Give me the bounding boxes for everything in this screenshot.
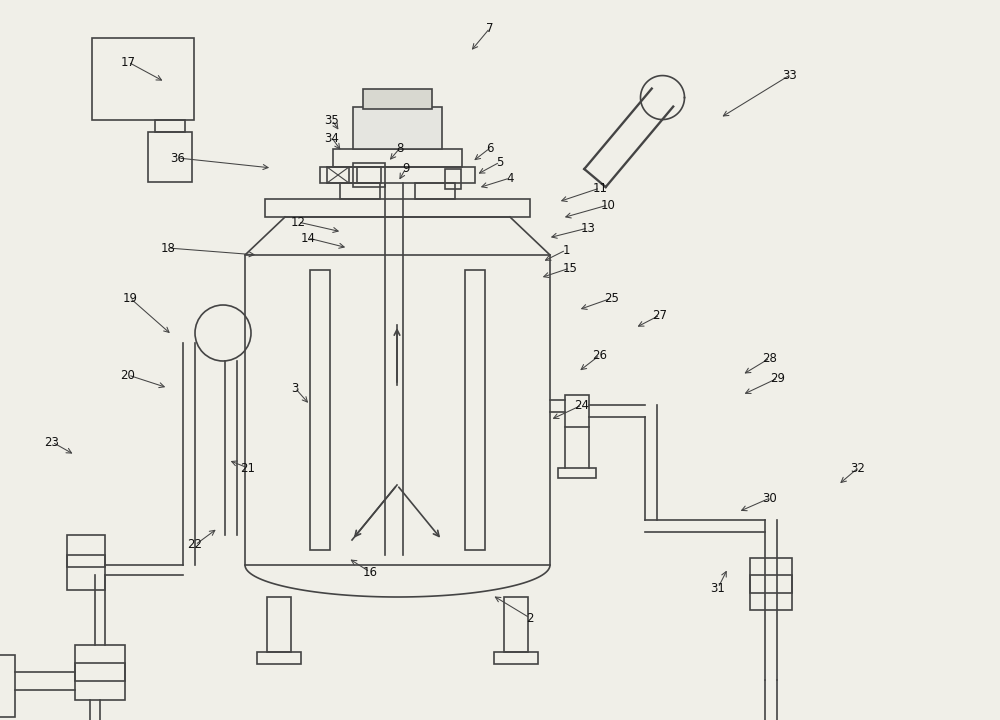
Text: 10: 10 xyxy=(601,199,615,212)
Bar xyxy=(357,167,381,183)
Text: 34: 34 xyxy=(325,132,339,145)
Text: 2: 2 xyxy=(526,611,534,624)
Text: 22: 22 xyxy=(188,539,203,552)
Bar xyxy=(92,38,194,120)
Text: 11: 11 xyxy=(592,181,608,194)
Bar xyxy=(310,270,330,550)
Bar xyxy=(565,395,589,427)
Text: 25: 25 xyxy=(605,292,619,305)
Text: 17: 17 xyxy=(121,55,136,68)
Text: 19: 19 xyxy=(123,292,138,305)
Text: 21: 21 xyxy=(241,462,256,474)
Bar xyxy=(504,597,528,652)
Bar xyxy=(340,183,380,199)
Bar xyxy=(327,167,349,183)
Bar xyxy=(267,597,291,652)
Bar xyxy=(363,89,432,109)
Text: 28: 28 xyxy=(763,351,777,364)
Bar xyxy=(750,575,792,593)
Text: 31: 31 xyxy=(711,582,725,595)
Bar xyxy=(320,167,475,183)
Text: 18: 18 xyxy=(161,241,175,254)
Bar xyxy=(333,149,462,167)
Bar xyxy=(155,120,185,132)
Bar xyxy=(445,169,461,189)
Text: 3: 3 xyxy=(291,382,299,395)
Bar xyxy=(245,255,550,565)
Text: 15: 15 xyxy=(563,261,577,274)
Bar xyxy=(67,535,105,590)
Bar xyxy=(465,270,485,550)
Text: 12: 12 xyxy=(291,215,306,228)
Text: 29: 29 xyxy=(770,372,786,384)
Text: 30: 30 xyxy=(763,492,777,505)
Bar xyxy=(558,468,596,478)
Text: 26: 26 xyxy=(592,348,608,361)
Text: 32: 32 xyxy=(851,462,865,474)
Text: 4: 4 xyxy=(506,171,514,184)
Text: 27: 27 xyxy=(652,308,668,322)
Text: 5: 5 xyxy=(496,156,504,168)
Text: 20: 20 xyxy=(121,369,135,382)
Bar xyxy=(353,107,442,149)
Bar xyxy=(494,652,538,664)
Text: 7: 7 xyxy=(486,22,494,35)
Text: 8: 8 xyxy=(396,142,404,155)
Bar xyxy=(750,558,792,610)
Bar xyxy=(353,163,385,187)
Bar xyxy=(257,652,301,664)
Bar xyxy=(415,183,455,199)
Text: 6: 6 xyxy=(486,142,494,155)
Text: 13: 13 xyxy=(581,222,595,235)
Text: 33: 33 xyxy=(783,68,797,81)
Text: 1: 1 xyxy=(562,243,570,256)
Text: 24: 24 xyxy=(574,398,590,412)
Bar xyxy=(265,199,530,217)
Text: 23: 23 xyxy=(45,436,59,449)
Bar xyxy=(0,655,15,717)
Text: 35: 35 xyxy=(325,114,339,127)
Bar xyxy=(148,132,192,182)
Bar xyxy=(75,663,125,681)
Bar xyxy=(67,555,105,567)
Text: 9: 9 xyxy=(402,161,410,174)
Text: 16: 16 xyxy=(363,565,378,578)
Bar xyxy=(75,645,125,700)
Text: 14: 14 xyxy=(301,232,316,245)
Text: 36: 36 xyxy=(171,151,185,164)
